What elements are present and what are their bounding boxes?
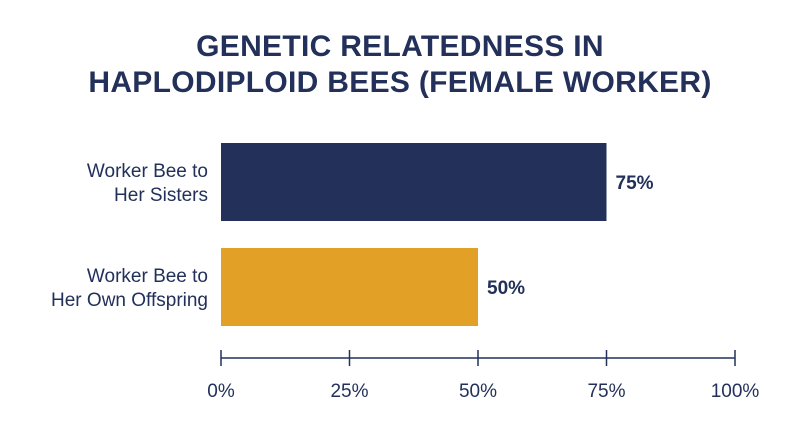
chart-title-rest: BEES (FEMALE WORKER): [318, 66, 712, 99]
x-tick-label-1: 25%: [330, 381, 368, 402]
category-label-0-1: Her Sisters: [114, 185, 208, 206]
chart-title-emphasis: HAPLODIPLOID: [88, 66, 319, 99]
bar-1: [221, 248, 478, 326]
x-tick-label-2: 50%: [459, 381, 497, 402]
x-tick-label-0: 0%: [207, 381, 235, 402]
category-label-1-1: Her Own Offspring: [51, 290, 208, 311]
category-label-1-0: Worker Bee to: [87, 266, 208, 287]
x-tick-label-3: 75%: [587, 381, 625, 402]
chart-title-line-2: HAPLODIPLOID BEES (FEMALE WORKER): [0, 66, 800, 100]
value-label-0: 75%: [616, 173, 654, 194]
x-tick-label-4: 100%: [711, 381, 760, 402]
value-label-1: 50%: [487, 278, 525, 299]
category-label-0-0: Worker Bee to: [87, 161, 208, 182]
chart-title-line-1: GENETIC RELATEDNESS IN: [196, 30, 604, 63]
bar-0: [221, 143, 607, 221]
